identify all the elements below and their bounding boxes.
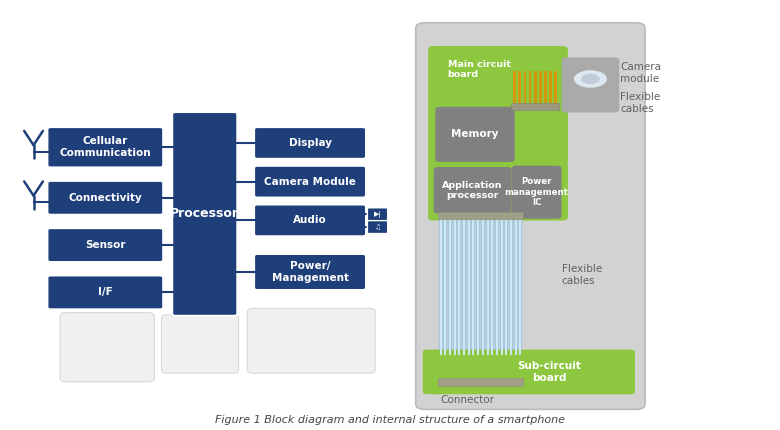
Text: ♫: ♫ — [374, 224, 381, 230]
FancyBboxPatch shape — [60, 313, 154, 382]
Text: Processor: Processor — [170, 207, 239, 221]
FancyBboxPatch shape — [436, 108, 514, 161]
Bar — [549, 71, 552, 103]
Text: Main circuit
board: Main circuit board — [448, 60, 511, 79]
Bar — [555, 71, 557, 103]
Circle shape — [573, 70, 608, 89]
FancyBboxPatch shape — [48, 127, 163, 167]
FancyBboxPatch shape — [48, 181, 163, 215]
Text: Sensor: Sensor — [85, 240, 126, 250]
FancyBboxPatch shape — [48, 276, 163, 309]
Text: Connectivity: Connectivity — [69, 193, 142, 203]
FancyBboxPatch shape — [424, 350, 634, 393]
FancyBboxPatch shape — [367, 208, 388, 221]
FancyBboxPatch shape — [254, 205, 366, 236]
Text: Audio: Audio — [293, 215, 327, 225]
Circle shape — [581, 74, 600, 84]
Text: Camera
module: Camera module — [620, 62, 661, 84]
Text: Display: Display — [289, 138, 332, 148]
FancyBboxPatch shape — [416, 23, 645, 409]
FancyBboxPatch shape — [429, 47, 567, 220]
Text: Cellular
Communication: Cellular Communication — [59, 136, 151, 158]
FancyBboxPatch shape — [254, 127, 366, 159]
FancyBboxPatch shape — [512, 166, 561, 218]
Text: Memory: Memory — [452, 129, 498, 139]
FancyBboxPatch shape — [172, 112, 237, 316]
FancyBboxPatch shape — [511, 103, 559, 110]
Text: Application
processor: Application processor — [442, 181, 503, 200]
FancyBboxPatch shape — [254, 254, 366, 290]
Text: ▶|: ▶| — [374, 211, 381, 218]
Text: Flexible
cables: Flexible cables — [620, 92, 661, 114]
FancyBboxPatch shape — [247, 308, 375, 373]
Bar — [523, 71, 526, 103]
FancyBboxPatch shape — [367, 221, 388, 233]
Text: Power
management
IC: Power management IC — [505, 177, 569, 207]
FancyBboxPatch shape — [438, 212, 523, 219]
FancyBboxPatch shape — [254, 166, 366, 197]
FancyBboxPatch shape — [438, 378, 523, 386]
Text: Power/
Management: Power/ Management — [271, 261, 349, 283]
Text: Sub-circuit
board: Sub-circuit board — [517, 361, 581, 383]
FancyBboxPatch shape — [562, 58, 619, 112]
Text: Connector: Connector — [441, 395, 495, 405]
Text: Camera Module: Camera Module — [264, 177, 356, 187]
Bar — [539, 71, 542, 103]
Text: Flexible
cables: Flexible cables — [562, 264, 602, 286]
FancyBboxPatch shape — [434, 168, 511, 213]
FancyBboxPatch shape — [48, 228, 163, 262]
Bar — [519, 71, 521, 103]
Bar — [529, 71, 531, 103]
Text: I/F: I/F — [98, 287, 112, 298]
Bar — [513, 71, 516, 103]
Bar — [544, 71, 547, 103]
Bar — [534, 71, 537, 103]
Text: Figure 1 Block diagram and internal structure of a smartphone: Figure 1 Block diagram and internal stru… — [215, 415, 565, 425]
FancyBboxPatch shape — [161, 315, 239, 373]
